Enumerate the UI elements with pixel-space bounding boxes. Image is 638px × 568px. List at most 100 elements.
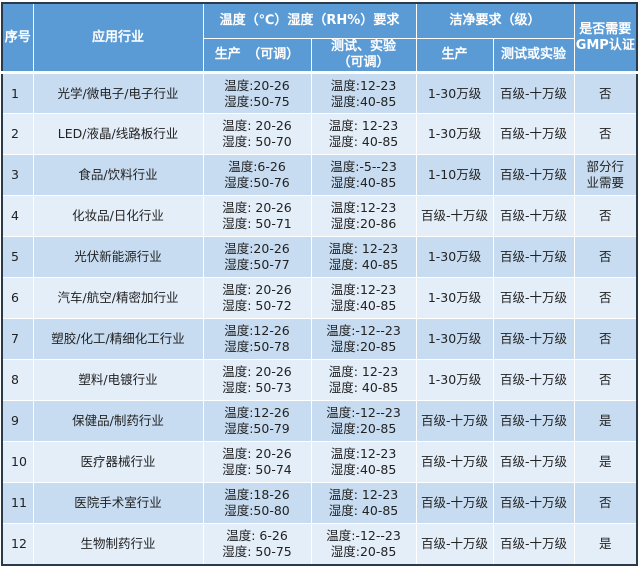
production-temp: 温度: 20-26 — [222, 118, 292, 133]
cell-gmp: 否 — [573, 318, 638, 360]
testing-humidity: 湿度:40-85 — [330, 93, 397, 109]
production-humidity: 湿度:50-76 — [224, 175, 290, 190]
testing-temp: 温度:-12--23 — [326, 323, 401, 338]
production-temp: 温度:12-26 — [224, 323, 290, 338]
testing-humidity: 湿度:20-85 — [330, 339, 397, 354]
cell-index: 8 — [1, 359, 34, 401]
testing-temp: 温度:12-23 — [330, 77, 397, 93]
cell-gmp: 是 — [573, 523, 638, 565]
cell-clean-testing: 百级-十万级 — [492, 154, 575, 196]
cell-industry: 塑胶/化工/精细化工行业 — [32, 318, 204, 360]
cell-testing-temp-humidity: 温度: 12-23 湿度: 40-85 — [310, 359, 417, 401]
production-humidity: 湿度: 50-70 — [222, 134, 292, 149]
header-production: 生产 — [415, 38, 494, 73]
testing-temp: 温度:-12--23 — [326, 527, 401, 543]
cell-clean-testing: 百级-十万级 — [492, 359, 575, 401]
cell-testing-temp-humidity: 温度:-12--23 湿度:20-85 — [310, 400, 417, 442]
header-testing: 测试或实验 — [492, 38, 575, 73]
cell-clean-testing: 百级-十万级 — [492, 195, 575, 237]
testing-temp: 温度:-5--23 — [330, 159, 397, 174]
production-humidity: 湿度:50-79 — [224, 421, 290, 436]
testing-humidity: 湿度:40-85 — [330, 298, 397, 313]
table-row: 11 医院手术室行业 温度:18-26 湿度:50-80 温度: 12-23 湿度: 40… — [1, 482, 638, 524]
production-temp: 温度:18-26 — [224, 487, 290, 502]
cell-testing-temp-humidity: 温度:12-23 湿度:20-86 — [310, 195, 417, 237]
testing-temp: 温度: 12-23 — [328, 364, 399, 379]
cell-clean-production: 1-30万级 — [415, 359, 494, 401]
testing-temp: 温度: 12-23 — [328, 487, 399, 502]
table-row: 3 食品/饮料行业 温度:6-26 湿度:50-76 温度:-5--23 湿度:40-85… — [1, 154, 638, 196]
testing-humidity: 湿度:40-85 — [330, 175, 397, 190]
production-temp: 温度: 20-26 — [222, 364, 292, 379]
testing-temp: 温度: 12-23 — [328, 241, 399, 256]
cell-clean-production: 1-30万级 — [415, 236, 494, 278]
testing-humidity: 湿度: 40-85 — [328, 503, 399, 518]
production-humidity: 湿度: 50-71 — [222, 216, 292, 231]
cell-testing-temp-humidity: 温度:-12--23 湿度:20-85 — [310, 523, 417, 565]
cell-testing-temp-humidity: 温度:12-23 湿度:40-85 — [310, 72, 417, 114]
header-production-adjustable: 生产 （可调） — [202, 38, 312, 73]
production-humidity: 湿度: 50-74 — [222, 462, 292, 477]
production-temp: 温度:12-26 — [224, 405, 290, 420]
testing-temp: 温度:12-23 — [330, 282, 397, 297]
cell-clean-production: 1-10万级 — [415, 154, 494, 196]
cell-industry: 保健品/制药行业 — [32, 400, 204, 442]
header-testing-line1: 测试、实验 — [331, 39, 397, 54]
cell-gmp: 否 — [573, 195, 638, 237]
cell-production-temp-humidity: 温度: 20-26 湿度: 50-74 — [202, 441, 312, 483]
cell-gmp: 部分行业需要 — [573, 154, 638, 196]
cell-clean-production: 百级-十万级 — [415, 441, 494, 483]
header-temp-humidity: 温度（℃）湿度（RH%）要求 — [202, 2, 417, 39]
cell-industry: 光伏新能源行业 — [32, 236, 204, 278]
table-row: 5 光伏新能源行业 温度:20-26 湿度:50-77 温度: 12-23 湿度: 40-… — [1, 236, 638, 278]
cell-clean-testing: 百级-十万级 — [492, 72, 575, 114]
cell-clean-testing: 百级-十万级 — [492, 277, 575, 319]
testing-temp: 温度:12-23 — [330, 200, 397, 215]
cell-index: 12 — [1, 523, 34, 565]
production-humidity: 湿度: 50-75 — [222, 543, 292, 559]
production-humidity: 湿度: 50-72 — [222, 298, 292, 313]
cell-production-temp-humidity: 温度:20-26 湿度:50-77 — [202, 236, 312, 278]
production-humidity: 湿度: 50-73 — [222, 380, 292, 395]
cell-clean-production: 百级-十万级 — [415, 195, 494, 237]
cell-index: 3 — [1, 154, 34, 196]
cell-industry: 生物制药行业 — [32, 523, 204, 565]
production-temp: 温度:20-26 — [224, 77, 290, 93]
cell-clean-production: 1-30万级 — [415, 318, 494, 360]
table-row: 4 化妆品/日化行业 温度: 20-26 湿度: 50-71 温度:12-23 湿度:20… — [1, 195, 638, 237]
cell-gmp: 否 — [573, 236, 638, 278]
cell-gmp: 否 — [573, 72, 638, 114]
cell-clean-production: 百级-十万级 — [415, 523, 494, 565]
testing-humidity: 湿度:40-85 — [330, 462, 397, 477]
cell-clean-production: 百级-十万级 — [415, 400, 494, 442]
cell-clean-production: 1-30万级 — [415, 72, 494, 114]
cell-gmp: 否 — [573, 113, 638, 155]
header-gmp: 是否需要 GMP认证 — [573, 2, 638, 73]
cell-gmp: 否 — [573, 277, 638, 319]
header-testing-adjustable: 测试、实验 （可调） — [310, 38, 417, 73]
table-row: 1 光学/微电子/电子行业 温度:20-26 湿度:50-75 温度:12-23 湿度:4… — [1, 72, 638, 114]
testing-humidity: 湿度:20-86 — [330, 216, 397, 231]
testing-humidity: 湿度: 40-85 — [328, 257, 399, 272]
cell-testing-temp-humidity: 温度:12-23 湿度:40-85 — [310, 277, 417, 319]
cell-production-temp-humidity: 温度: 20-26 湿度: 50-71 — [202, 195, 312, 237]
cell-index: 6 — [1, 277, 34, 319]
cell-clean-testing: 百级-十万级 — [492, 441, 575, 483]
cell-production-temp-humidity: 温度: 20-26 湿度: 50-73 — [202, 359, 312, 401]
testing-humidity: 湿度: 40-85 — [328, 134, 399, 149]
table-row: 6 汽车/航空/精密加行业 温度: 20-26 湿度: 50-72 温度:12-23 湿度… — [1, 277, 638, 319]
cell-clean-testing: 百级-十万级 — [492, 236, 575, 278]
header-cleanliness: 洁净要求（级） — [415, 2, 575, 39]
testing-humidity: 湿度:20-85 — [330, 421, 397, 436]
table-row: 7 塑胶/化工/精细化工行业 温度:12-26 湿度:50-78 温度:-12--23 湿… — [1, 318, 638, 360]
cell-index: 4 — [1, 195, 34, 237]
production-humidity: 湿度:50-75 — [224, 93, 290, 109]
cell-production-temp-humidity: 温度:18-26 湿度:50-80 — [202, 482, 312, 524]
cell-index: 2 — [1, 113, 34, 155]
cell-industry: LED/液晶/线路板行业 — [32, 113, 204, 155]
cell-industry: 医疗器械行业 — [32, 441, 204, 483]
cell-testing-temp-humidity: 温度: 12-23 湿度: 40-85 — [310, 482, 417, 524]
cell-industry: 医院手术室行业 — [32, 482, 204, 524]
cell-production-temp-humidity: 温度:12-26 湿度:50-78 — [202, 318, 312, 360]
